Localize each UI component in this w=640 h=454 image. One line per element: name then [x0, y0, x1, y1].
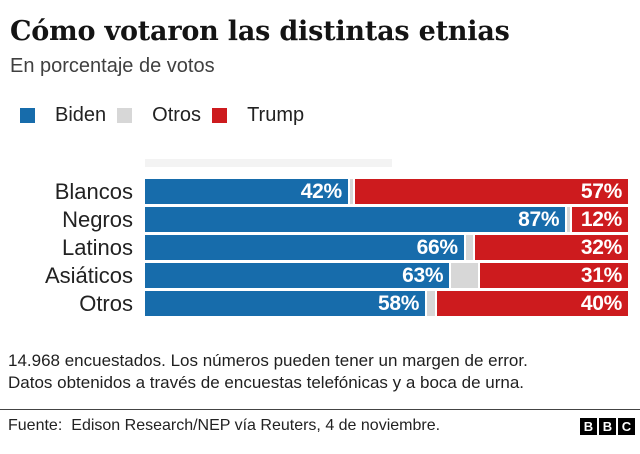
legend-label: Biden [55, 104, 107, 127]
stacked-bar-chart: Blancos 42% 57% Negros 87% 12% Latinos 66% 32% As… [0, 179, 640, 317]
source-label: Fuente: [8, 417, 63, 435]
bar-segment-otros [425, 291, 435, 317]
bar-segment-biden: 58% [145, 291, 426, 317]
faint-artifact-band [145, 159, 392, 168]
bar-segment-trump: 57% [352, 179, 628, 205]
bar-segment-trump: 32% [473, 235, 628, 261]
bar-track: 42% 57% [145, 179, 628, 205]
bar-track: 58% 40% [145, 291, 628, 317]
bar-segment-biden: 66% [145, 235, 464, 261]
bar-segment-otros [347, 179, 353, 205]
page-subtitle: En porcentaje de votos [10, 55, 215, 78]
legend-label: Otros [152, 104, 202, 127]
chart-row: Blancos 42% 57% [0, 179, 640, 205]
footnote-line: 14.968 encuestados. Los números pueden t… [8, 351, 528, 371]
legend: Biden Otros Trump [20, 104, 630, 127]
bar-segment-biden: 63% [145, 263, 450, 289]
row-label: Latinos [62, 235, 133, 261]
footer: Fuente: Edison Research/NEP vía Reuters, … [0, 409, 640, 435]
bbc-logo-block: B [580, 417, 597, 435]
legend-swatch-icon [212, 108, 228, 124]
bar-segment-biden: 87% [145, 207, 566, 233]
bar-track: 87% 12% [145, 207, 628, 233]
source-credit: Fuente: Edison Research/NEP vía Reuters, … [8, 417, 440, 435]
bar-value-label: 63% [402, 263, 444, 287]
legend-swatch-icon [117, 108, 133, 124]
legend-label: Trump [247, 104, 305, 127]
row-label: Blancos [54, 179, 133, 205]
legend-item-trump: Trump [212, 104, 304, 127]
bbc-logo-block: B [599, 417, 616, 435]
row-label: Negros [62, 207, 133, 233]
legend-swatch-icon [20, 108, 35, 124]
bbc-logo-block: C [618, 417, 635, 435]
bar-value-label: 58% [377, 291, 420, 315]
bar-track: 63% 31% [145, 263, 628, 289]
chart-row: Latinos 66% 32% [0, 235, 640, 261]
bar-segment-otros [463, 235, 474, 261]
bar-value-label: 66% [416, 235, 458, 259]
chart-row: Otros 58% 40% [0, 291, 640, 317]
source-text: Edison Research/NEP vía Reuters, 4 de no… [71, 417, 441, 435]
bar-value-label: 87% [518, 207, 560, 231]
bar-value-label: 31% [580, 263, 622, 287]
bar-segment-trump: 31% [478, 263, 628, 289]
bar-segment-trump: 40% [434, 291, 628, 317]
legend-item-biden: Biden [20, 104, 106, 127]
bar-value-label: 40% [580, 291, 622, 315]
chart-row: Negros 87% 12% [0, 207, 640, 233]
bbc-graphic: Cómo votaron las distintas etnias En por… [0, 16, 640, 454]
row-label: Asiáticos [44, 263, 133, 289]
bar-segment-otros [565, 207, 571, 233]
legend-item-otros: Otros [117, 104, 201, 127]
page-title: Cómo votaron las distintas etnias [10, 16, 510, 47]
row-label: Otros [79, 291, 133, 317]
bar-segment-biden: 42% [145, 179, 348, 205]
bar-value-label: 12% [580, 207, 622, 231]
footnote-line: Datos obtenidos a través de encuestas te… [8, 373, 524, 393]
bar-track: 66% 32% [145, 235, 628, 261]
bar-value-label: 32% [580, 235, 622, 259]
bar-value-label: 57% [580, 179, 622, 203]
footnotes: 14.968 encuestados. Los números pueden t… [8, 350, 630, 394]
bar-value-label: 42% [300, 179, 342, 203]
bar-segment-trump: 12% [570, 207, 628, 233]
bar-segment-otros [449, 263, 479, 289]
chart-row: Asiáticos 63% 31% [0, 263, 640, 289]
